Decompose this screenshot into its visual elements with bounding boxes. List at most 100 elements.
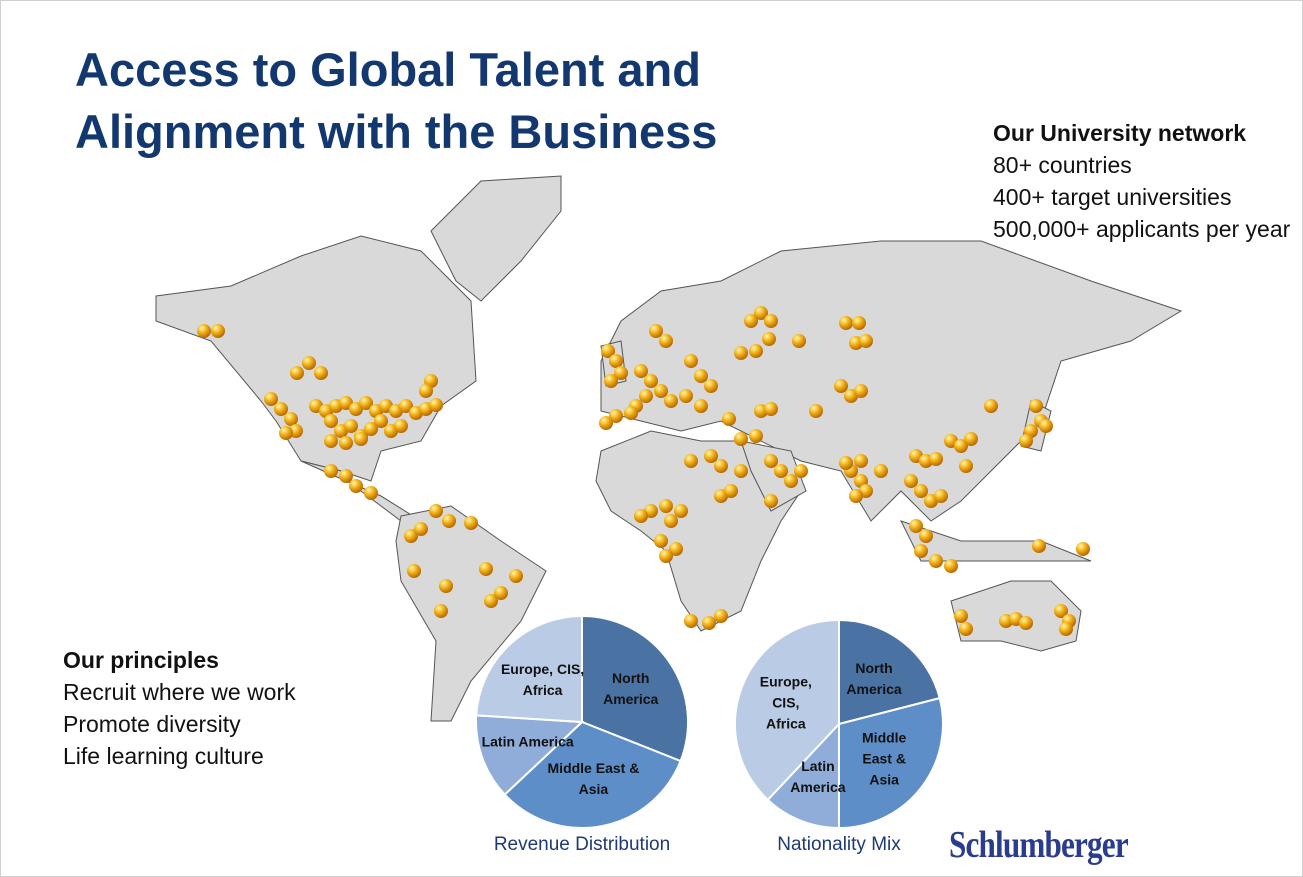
university-dot [494,586,508,600]
university-dot [784,474,798,488]
pie-slice [475,614,583,724]
university-dot [929,554,943,568]
university-dot [764,454,778,468]
university-dot [279,426,293,440]
university-dot [404,529,418,543]
africa [595,430,802,632]
university-dot [659,549,673,563]
slice-label: Middle East & Asia [547,760,640,798]
university-dot [509,569,523,583]
university-dot [959,459,973,473]
university-dot [399,399,413,413]
university-dot [442,514,456,528]
university-dot [429,398,443,412]
university-dot [744,314,758,328]
pie-slice [838,696,944,830]
university-dot [764,494,778,508]
university-dot [722,412,736,426]
pie-slice [766,721,840,830]
university-dot [634,509,648,523]
university-dot [664,394,678,408]
university-dot [349,479,363,493]
principle-item: Promote diversity [63,711,241,737]
university-dot [854,384,868,398]
university-dot [954,609,968,623]
pie-slice [475,714,585,796]
university-dot [914,544,928,558]
pie-slice [503,720,682,829]
university-dot [852,316,866,330]
university-dot [749,344,763,358]
university-dot [364,486,378,500]
university-dot [414,522,428,536]
university-dot [694,369,708,383]
university-dot [429,504,443,518]
university-dot [909,519,923,533]
slice-label: North America [846,659,902,697]
university-dot [762,332,776,346]
university-dot [211,324,225,338]
university-dot [290,366,304,380]
university-dot [929,452,943,466]
university-dot [484,594,498,608]
chart-title: Nationality Mix [777,834,901,855]
university-dot [624,406,638,420]
university-dot [654,534,668,548]
university-dot [944,559,958,573]
university-dot [734,464,748,478]
slice-label: Middle East & Asia [862,729,907,788]
university-dot [734,346,748,360]
university-dot [284,412,298,426]
university-dots [197,306,1090,636]
university-dot [1054,604,1068,618]
university-dot [964,432,978,446]
university-dot [324,434,338,448]
pie-slice [734,618,840,802]
university-dot [344,419,358,433]
university-dot [664,514,678,528]
university-dot [679,389,693,403]
university-dot [302,356,316,370]
university-dot [339,469,353,483]
university-dot [674,504,688,518]
university-dot [339,436,353,450]
university-dot [839,456,853,470]
university-dot [649,324,663,338]
university-dot [714,609,728,623]
principle-item: Life learning culture [63,743,264,769]
university-dot [599,416,613,430]
university-dot [419,384,433,398]
university-dot [704,379,718,393]
university-dot [849,489,863,503]
university-dot [704,449,718,463]
slice-label: Latin America [790,758,846,796]
university-dot [764,314,778,328]
slice-label: Latin America [481,733,574,750]
university-dot [324,414,338,428]
university-dot [314,366,328,380]
title: Access to Global Talent and Alignment wi… [75,43,718,158]
slice-label: Europe, CIS, Africa [500,660,585,698]
university-dot [609,354,623,368]
slice-label: Europe, CIS, Africa [759,673,812,732]
university-dot [959,622,973,636]
university-dot [669,542,683,556]
network-item: 80+ countries [993,152,1132,178]
university-dot [407,564,421,578]
eurasia [600,240,1183,522]
slice-label: North America [603,670,659,708]
university-dot [954,439,968,453]
logo: Schlumberger [949,824,1129,866]
university-dot [264,392,278,406]
university-dot [774,464,788,478]
pie-slice [838,618,941,726]
university-dot [659,334,673,348]
university-dot [614,366,628,380]
world-map [155,175,1183,722]
arabia [740,440,807,512]
university-dot [464,516,478,530]
pie-slice [581,614,689,763]
university-dot [714,459,728,473]
